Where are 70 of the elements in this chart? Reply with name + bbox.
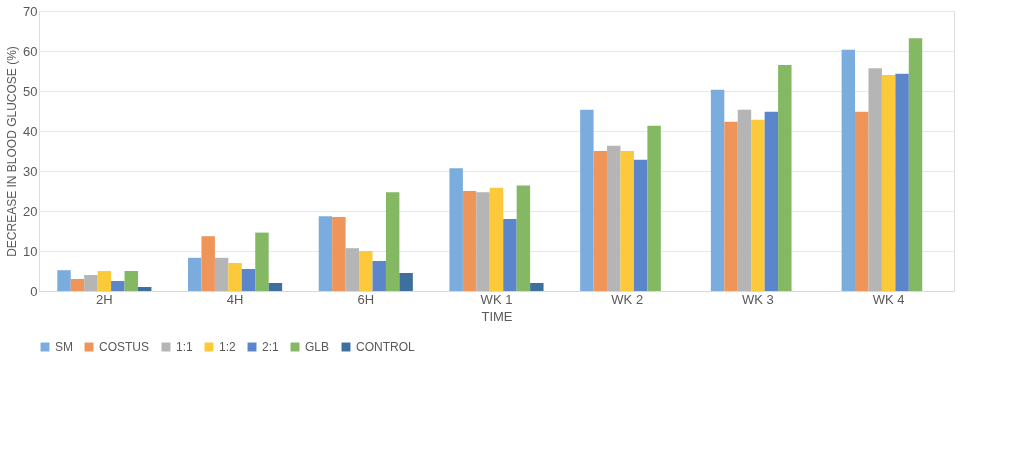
bar xyxy=(345,248,360,291)
legend-label: GLB xyxy=(305,340,330,354)
bar xyxy=(647,125,661,291)
bar xyxy=(607,145,621,291)
x-tick-label: WK 2 xyxy=(611,291,644,307)
x-tick-label: 2H xyxy=(96,291,113,307)
bar xyxy=(228,263,242,291)
bar xyxy=(580,109,594,291)
legend-label: 1:2 xyxy=(219,340,237,354)
bar xyxy=(593,151,608,291)
bar xyxy=(868,68,882,291)
bar xyxy=(633,159,648,291)
bar xyxy=(359,251,373,291)
y-tick-label: 10 xyxy=(23,243,38,259)
bar xyxy=(332,217,346,291)
legend-label: SM xyxy=(55,340,73,354)
bar xyxy=(255,232,269,291)
bar xyxy=(516,185,531,291)
legend-label: 2:1 xyxy=(262,340,280,354)
bar xyxy=(751,119,765,291)
bar xyxy=(70,279,85,291)
bar xyxy=(620,151,634,291)
x-tick-label: WK 4 xyxy=(872,291,905,307)
y-tick-label: 20 xyxy=(23,203,38,219)
bar xyxy=(385,192,400,291)
bar xyxy=(841,49,856,291)
bar xyxy=(188,257,202,291)
x-tick-label: 4H xyxy=(226,291,244,307)
bar xyxy=(214,257,229,291)
y-tick-label: 30 xyxy=(23,163,38,179)
bar xyxy=(57,270,71,291)
bar xyxy=(881,75,896,291)
y-tick-label: 70 xyxy=(23,3,38,19)
bar xyxy=(737,109,752,291)
bar xyxy=(137,287,152,291)
legend-label: 1:1 xyxy=(176,340,194,354)
bar xyxy=(764,111,779,291)
bar xyxy=(895,73,909,291)
bar xyxy=(724,121,738,291)
bar xyxy=(318,216,333,291)
bar xyxy=(908,38,923,291)
bar xyxy=(97,271,112,291)
bar xyxy=(84,275,98,291)
bar xyxy=(462,191,477,291)
y-tick-label: 60 xyxy=(23,43,38,59)
y-axis-title: DECREASE IN BLOOD GLUCOSE (%) xyxy=(5,46,20,257)
bar xyxy=(855,111,869,291)
x-tick-label: 6H xyxy=(357,291,375,307)
bar xyxy=(778,65,792,291)
x-tick-label: WK 1 xyxy=(480,291,513,307)
bar xyxy=(503,219,517,291)
bar xyxy=(449,168,463,291)
y-tick-label: 0 xyxy=(30,283,38,299)
bar xyxy=(476,192,490,291)
bar xyxy=(372,261,386,291)
x-axis-title: TIME xyxy=(481,308,513,324)
x-tick-label: WK 3 xyxy=(742,291,774,307)
bar xyxy=(201,236,215,291)
bar xyxy=(124,271,138,291)
bar xyxy=(399,273,413,291)
bar xyxy=(530,283,544,291)
bar xyxy=(111,281,125,291)
y-tick-label: 50 xyxy=(23,83,38,99)
bar xyxy=(268,283,283,291)
bar xyxy=(241,269,256,291)
bar xyxy=(489,187,504,291)
legend-label: CONTROL xyxy=(356,340,415,354)
y-tick-label: 40 xyxy=(23,123,38,139)
bar xyxy=(710,89,725,291)
legend-label: COSTUS xyxy=(99,340,150,354)
